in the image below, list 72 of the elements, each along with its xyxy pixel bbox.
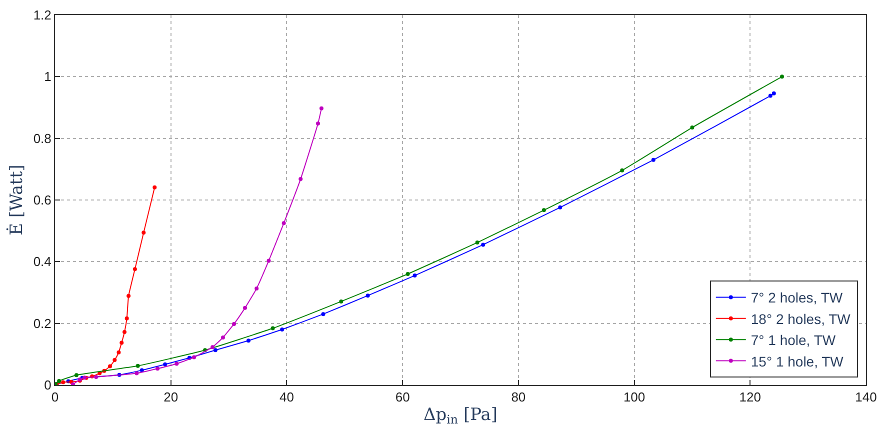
point [321, 312, 326, 316]
point [112, 358, 117, 362]
x-tick-label: 20 [164, 390, 178, 405]
point [70, 382, 75, 385]
y-tick-label: 0.2 [33, 316, 52, 331]
x-axis-title: Δp$_{in}$ [Pa] [423, 405, 498, 427]
point [126, 294, 131, 298]
point [174, 362, 179, 366]
point [142, 230, 146, 235]
x-tick-label: 140 [855, 390, 877, 405]
point [246, 338, 250, 343]
point [98, 371, 102, 376]
y-tick-label: 1 [44, 69, 52, 84]
x-tick-label: 100 [623, 390, 646, 405]
point [152, 185, 157, 190]
point [243, 306, 248, 310]
legend-label: 15° 1 hole, TW [750, 353, 844, 370]
point [406, 272, 410, 276]
point [61, 380, 66, 384]
point [339, 299, 344, 304]
point [134, 371, 139, 376]
point [192, 355, 196, 360]
point [156, 366, 160, 371]
y-tick-label: 0 [44, 378, 52, 393]
point [475, 240, 480, 245]
point [254, 286, 259, 290]
point [163, 362, 168, 366]
point [780, 74, 784, 79]
point [132, 267, 137, 272]
x-tick-label: 60 [395, 390, 410, 405]
point [768, 94, 772, 98]
y-tick-label: 1.2 [33, 8, 52, 23]
point [270, 326, 275, 330]
y-tick-label: 0.6 [33, 192, 52, 208]
point [232, 322, 236, 326]
x-tick-label: 40 [279, 390, 294, 405]
point [122, 330, 127, 334]
point [412, 274, 417, 278]
point [298, 177, 303, 182]
point [282, 221, 286, 226]
point [542, 208, 546, 212]
point [651, 158, 656, 162]
y-axis-title: Ė [Watt] [6, 164, 27, 236]
point [108, 364, 112, 368]
point [74, 373, 78, 378]
point [690, 126, 694, 130]
y-tick-label: 0.8 [33, 130, 52, 146]
point [116, 350, 121, 354]
point [366, 294, 370, 298]
point [280, 328, 284, 332]
point [772, 91, 776, 96]
point [620, 168, 624, 172]
point [213, 348, 218, 352]
legend-label: 18° 2 holes, TW [750, 310, 852, 327]
point [136, 364, 140, 368]
point [124, 316, 129, 320]
point [316, 122, 320, 126]
point [481, 242, 486, 247]
point [140, 368, 144, 372]
point [94, 374, 98, 379]
point [266, 258, 271, 263]
point [120, 340, 124, 345]
point [210, 345, 215, 350]
point [319, 106, 324, 110]
point [558, 205, 562, 210]
x-tick-label: 120 [739, 390, 761, 405]
y-tick-label: 0.4 [33, 254, 52, 270]
x-tick-label: 80 [511, 390, 526, 405]
legend-label: 7° 1 hole, TW [750, 332, 836, 348]
point [57, 378, 62, 383]
legend-label: 7° 2 holes, TW [750, 290, 844, 306]
point [220, 336, 225, 340]
